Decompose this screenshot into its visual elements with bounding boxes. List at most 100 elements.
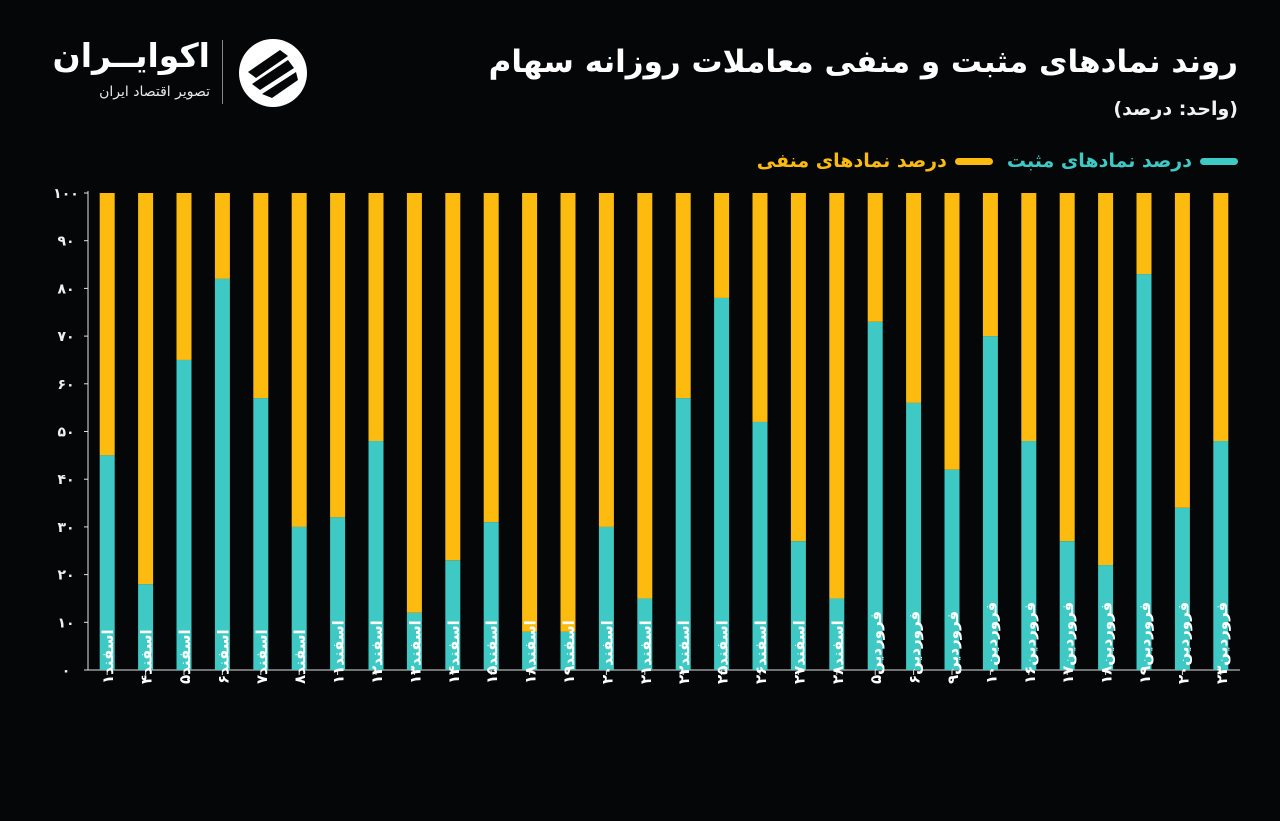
bar-positive (1174, 507, 1190, 670)
bar-negative (637, 193, 653, 599)
bar-negative (445, 193, 461, 561)
bar-negative (368, 193, 384, 442)
x-tick-label: اسفند۱۱ (330, 620, 348, 684)
bar-positive (944, 469, 960, 670)
bar-positive (598, 526, 614, 670)
bar-negative (752, 193, 768, 422)
x-tick-label: اسفند۷ (253, 629, 271, 684)
bar-negative (1059, 193, 1075, 542)
bar-positive (1098, 565, 1114, 670)
legend-item-positive: درصد نمادهای مثبت (1007, 150, 1238, 172)
bar-positive (522, 631, 538, 670)
x-tick-label: اسفند۲۶ (752, 620, 770, 684)
bar-negative (330, 193, 346, 518)
bar-positive (1021, 441, 1037, 670)
x-tick-label: اسفند۱۵ (483, 620, 501, 684)
legend-item-negative: درصد نمادهای منفی (757, 150, 993, 172)
x-tick-label: اسفند۲۷ (790, 620, 808, 684)
bar-positive (445, 560, 461, 670)
bar-positive (752, 421, 768, 670)
bar-negative (1136, 193, 1152, 275)
x-tick-label: اسفند۱۸ (522, 620, 540, 684)
chart-legend: درصد نمادهای مثبت درصد نمادهای منفی (757, 150, 1238, 172)
bar-positive (406, 612, 422, 670)
x-tick-label: اسفند۴ (138, 629, 156, 684)
brand-name: اکوایــران (52, 36, 210, 75)
bar-negative (1098, 193, 1114, 566)
x-tick-label: فروردین۵ (867, 611, 885, 684)
bar-positive (790, 541, 806, 670)
bar-positive (675, 398, 691, 670)
bar-negative (406, 193, 422, 613)
chart-unit-label: (واحد: درصد) (1113, 98, 1238, 120)
bar-negative (598, 193, 614, 527)
bar-negative (675, 193, 691, 399)
bar-negative (522, 193, 538, 632)
x-tick-label: اسفند۲۱ (637, 620, 655, 684)
x-tick-label: اسفند۱۳ (406, 620, 424, 684)
bar-positive (291, 526, 307, 670)
bar-negative (1174, 193, 1190, 508)
bar-negative (714, 193, 730, 298)
bar-negative (560, 193, 576, 632)
bar-positive (253, 398, 269, 670)
y-tick-label: ۳۰ (57, 520, 74, 536)
brand-divider (222, 40, 223, 104)
brand-tagline: تصویر اقتصاد ایران (99, 84, 210, 100)
x-tick-label: فروردین۶ (906, 611, 924, 684)
bar-negative (176, 193, 192, 360)
bar-positive (906, 402, 922, 670)
bar-negative (138, 193, 154, 585)
x-tick-label: اسفند۵ (176, 629, 194, 684)
y-tick-label: ۱۰۰ (53, 186, 79, 202)
bar-negative (829, 193, 845, 599)
bar-negative (99, 193, 115, 456)
bar-positive (1136, 274, 1152, 670)
x-tick-label: اسفند۱ (99, 629, 117, 684)
legend-swatch-positive (1200, 157, 1238, 165)
bar-negative (982, 193, 998, 337)
x-tick-label: فروردین۲۰ (1174, 602, 1192, 684)
y-tick-label: ۵۰ (57, 425, 74, 441)
bar-positive (982, 336, 998, 670)
bar-positive (176, 359, 192, 670)
legend-label-negative: درصد نمادهای منفی (756, 150, 947, 172)
bar-negative (1213, 193, 1229, 442)
x-tick-label: اسفند۱۹ (560, 620, 578, 684)
x-tick-label: فروردین۱۹ (1136, 602, 1154, 684)
x-tick-label: اسفند۶ (214, 629, 232, 684)
y-tick-label: ۷۰ (57, 329, 74, 345)
x-tick-label: فروردین۱۰ (982, 602, 1000, 684)
x-tick-label: اسفند۲۰ (598, 620, 616, 684)
y-tick-label: ۱۰ (57, 615, 74, 631)
bar-negative (944, 193, 960, 470)
x-tick-label: اسفند۸ (291, 629, 309, 684)
bar-positive (330, 517, 346, 670)
bar-positive (867, 321, 883, 670)
bar-positive (1059, 541, 1075, 670)
brand-block: اکوایــران تصویر اقتصاد ایران (50, 36, 320, 116)
y-tick-label: ۶۰ (57, 377, 74, 393)
bar-positive (214, 278, 230, 670)
bar-negative (867, 193, 883, 322)
legend-label-positive: درصد نمادهای مثبت (1006, 150, 1192, 172)
x-tick-label: اسفند۱۲ (368, 620, 386, 684)
bar-positive (1213, 441, 1229, 670)
bar-negative (291, 193, 307, 527)
y-tick-label: ۰ (62, 663, 71, 679)
legend-swatch-negative (954, 157, 993, 165)
x-tick-label: فروردین۱۸ (1098, 602, 1116, 684)
chart-title: روند نمادهای مثبت و منفی معاملات روزانه … (488, 44, 1238, 80)
bar-negative (253, 193, 269, 399)
y-tick-label: ۸۰ (57, 281, 74, 297)
ecoiran-logo-icon (239, 39, 307, 107)
y-tick-label: ۲۰ (57, 568, 74, 584)
x-tick-label: فروردین۱۷ (1059, 602, 1077, 684)
x-tick-label: فروردین۲۳ (1213, 602, 1231, 684)
x-tick-label: اسفند۲۸ (829, 620, 847, 684)
bar-positive (829, 598, 845, 670)
x-tick-label: فروردین۹ (944, 611, 962, 684)
bar-negative (483, 193, 499, 523)
bar-positive (560, 631, 576, 670)
